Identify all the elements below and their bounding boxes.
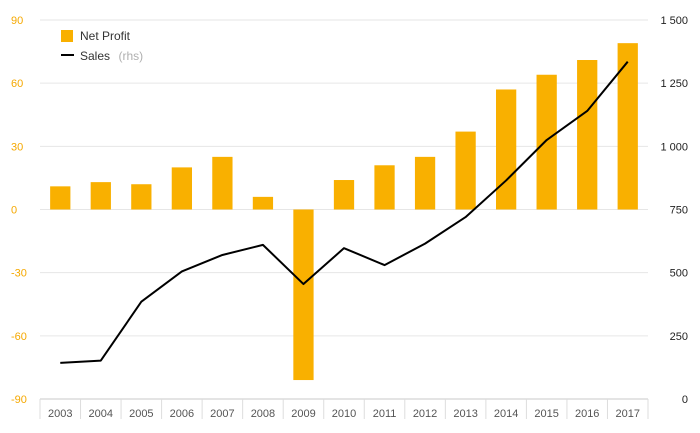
left-tick-label: -90 [11,394,27,406]
right-tick-label: 1 500 [660,15,688,27]
sales-line-layer [60,61,629,364]
bar-2009 [293,209,314,381]
x-tick-label-2017: 2017 [615,408,639,420]
bar-2008 [252,196,274,210]
left-tick-label: 30 [11,141,23,153]
bar-2007 [212,156,233,210]
x-tick-label-2012: 2012 [413,408,437,420]
left-tick-label: -60 [11,331,27,343]
right-tick-label: 750 [670,205,688,217]
x-tick-label-2015: 2015 [534,408,558,420]
x-tick-label-2013: 2013 [453,408,477,420]
right-tick-label: 250 [670,331,688,343]
bar-2016 [577,60,598,210]
legend-label-sales: Sales (rhs) [80,47,143,64]
right-tick-label: 1 000 [660,141,688,153]
x-tick-label-2005: 2005 [129,408,153,420]
right-axis: 1 500 1 250 1 000 750 500 250 0 [660,15,688,406]
legend-label-net-profit: Net Profit [80,29,131,43]
left-tick-label: -30 [11,268,27,280]
x-tick-label-2011: 2011 [373,408,397,420]
left-tick-label: 0 [11,205,17,217]
bar-2004 [90,182,111,210]
bar-2012 [414,156,436,210]
x-tick-label-2004: 2004 [89,408,113,420]
legend-swatch-net-profit [61,30,73,42]
left-axis: 90 60 30 0 -30 -60 -90 [11,15,27,406]
bar-2006 [171,167,192,210]
bar-2017 [617,43,638,210]
x-tick-label-2006: 2006 [170,408,194,420]
x-axis: 2003 2004 2005 2006 2007 2008 2009 2010 2011 2012… [39,398,649,420]
bar-2005 [131,184,152,210]
bar-2013 [455,131,476,210]
x-tick-label-2016: 2016 [575,408,599,420]
right-tick-label: 1 250 [660,78,688,90]
right-tick-label: 0 [682,394,688,406]
left-tick-label: 60 [11,78,23,90]
legend-sales-note: (rhs) [118,49,143,63]
x-tick-label-2008: 2008 [251,408,275,420]
x-tick-label-2003: 2003 [48,408,72,420]
right-tick-label: 500 [670,268,688,280]
bar-2011 [374,165,395,210]
net-profit-bars [50,43,638,381]
bar-2015 [536,74,557,210]
legend: Net Profit Sales (rhs) [61,29,143,64]
x-tick-label-2014: 2014 [494,408,518,420]
left-tick-label: 90 [11,15,23,27]
bar-2003 [50,186,71,210]
legend-sales-name: Sales [80,49,110,63]
bar-2010 [333,180,355,210]
bar-2014 [496,89,517,210]
x-tick-label-2009: 2009 [291,408,315,420]
x-tick-label-2010: 2010 [332,408,356,420]
x-tick-label-2007: 2007 [210,408,234,420]
